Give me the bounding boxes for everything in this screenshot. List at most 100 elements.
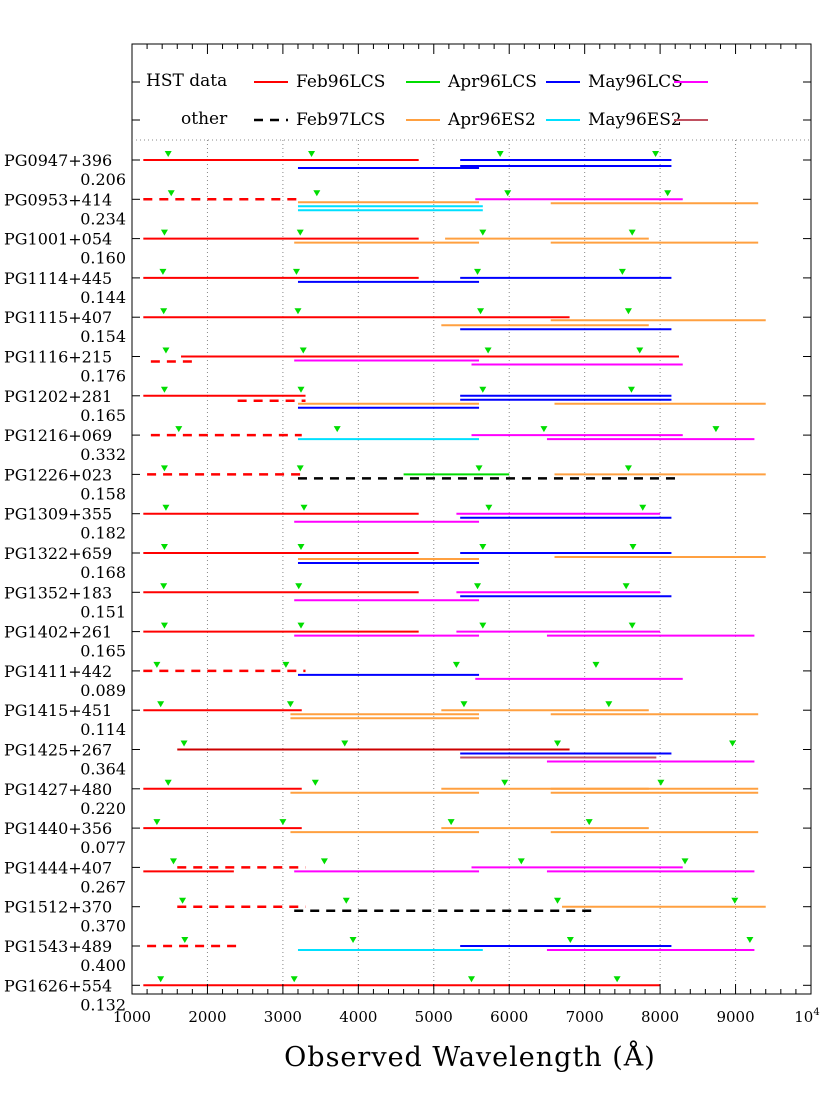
object-name: PG1322+659 <box>4 544 112 563</box>
marker-triangle <box>657 779 665 786</box>
x-tick-label: 6000 <box>490 1008 528 1026</box>
object-redshift: 0.267 <box>80 877 126 896</box>
marker-triangle <box>628 229 636 236</box>
marker-triangle <box>153 819 161 826</box>
object-redshift: 0.158 <box>80 484 126 503</box>
marker-triangle <box>160 229 168 236</box>
marker-triangle <box>286 701 294 708</box>
marker-triangle <box>160 622 168 629</box>
marker-triangle <box>479 386 487 393</box>
marker-triangle <box>652 151 660 157</box>
marker-triangle <box>517 858 525 865</box>
x-tick-label: 7000 <box>566 1008 604 1026</box>
marker-triangle <box>474 268 482 275</box>
object-name: PG1440+356 <box>4 819 112 838</box>
object-redshift: 0.077 <box>80 838 126 857</box>
x-tick-label: 5000 <box>415 1008 453 1026</box>
marker-triangle <box>333 426 341 433</box>
object-name: PG1309+355 <box>4 505 112 524</box>
object-redshift: 0.165 <box>80 406 126 425</box>
object-name: PG1444+407 <box>4 858 112 877</box>
marker-triangle <box>479 544 487 550</box>
x-tick-label: 4000 <box>339 1008 377 1026</box>
marker-triangle <box>622 583 630 590</box>
object-name: PG1001+054 <box>4 230 112 249</box>
legend-row1-label: HST data <box>146 71 227 91</box>
object-redshift: 0.089 <box>80 681 126 700</box>
legend-label: May96LCS <box>588 72 683 92</box>
object-redshift: 0.206 <box>80 170 126 189</box>
object-redshift: 0.144 <box>80 288 126 307</box>
object-name: PG1543+489 <box>4 937 112 956</box>
marker-triangle <box>540 426 548 433</box>
marker-triangle <box>474 583 482 590</box>
object-name: PG1116+215 <box>4 348 112 367</box>
marker-triangle <box>664 190 672 197</box>
marker-triangle <box>341 740 349 747</box>
legend-label: Apr96ES2 <box>447 110 536 130</box>
legend-label: May96ES2 <box>588 110 682 130</box>
marker-triangle <box>292 268 300 275</box>
marker-triangle <box>282 661 290 668</box>
marker-triangle <box>313 190 321 197</box>
marker-triangle <box>167 190 175 197</box>
marker-triangle <box>681 858 689 865</box>
object-redshift: 0.114 <box>80 720 126 739</box>
x-tick-label: 3000 <box>264 1008 302 1026</box>
marker-triangle <box>613 976 621 983</box>
marker-triangle <box>746 937 754 943</box>
marker-triangle <box>296 229 304 236</box>
marker-triangle <box>169 858 177 865</box>
object-name: PG1226+023 <box>4 465 112 484</box>
marker-triangle <box>160 544 168 550</box>
marker-triangle <box>627 386 635 393</box>
x-axis: 1000 2000 3000 4000 5000 6000 7000 8000 9000 104 <box>113 44 820 1026</box>
object-redshift: 0.165 <box>80 642 126 661</box>
object-redshift: 0.151 <box>80 602 126 621</box>
object-redshift: 0.160 <box>80 249 126 268</box>
marker-triangle <box>566 937 574 943</box>
object-redshift: 0.400 <box>80 956 126 975</box>
x-tick-label-base: 10 <box>794 1008 813 1026</box>
marker-triangle <box>320 858 328 865</box>
marker-triangle <box>479 622 487 629</box>
legend-label: Feb97LCS <box>296 110 385 130</box>
plot-frame <box>131 43 812 995</box>
marker-triangle <box>279 819 287 826</box>
object-redshift: 0.176 <box>80 367 126 386</box>
marker-triangle <box>712 426 720 433</box>
marker-triangle <box>636 347 644 354</box>
marker-triangle <box>349 937 357 943</box>
marker-triangle <box>475 465 483 472</box>
object-name: PG1427+480 <box>4 780 112 799</box>
marker-triangle <box>504 190 512 197</box>
marker-triangle <box>297 622 305 629</box>
object-name: PG1202+281 <box>4 387 112 406</box>
marker-triangle <box>447 819 455 826</box>
marker-triangle <box>153 661 161 668</box>
marker-triangle <box>624 308 632 315</box>
marker-triangle <box>296 465 304 472</box>
marker-triangle <box>554 740 562 747</box>
object-name: PG1115+407 <box>4 308 112 327</box>
marker-triangle <box>179 897 187 904</box>
marker-triangle <box>157 701 165 708</box>
object-name: PG1425+267 <box>4 741 112 760</box>
marker-triangle <box>162 347 170 354</box>
marker-triangle <box>159 268 167 275</box>
grid <box>206 140 737 994</box>
object-name: PG1512+370 <box>4 898 112 917</box>
marker-triangle <box>485 504 493 511</box>
marker-triangle <box>605 701 613 708</box>
object-name: PG1415+451 <box>4 701 112 720</box>
x-axis-label: Observed Wavelength (Å) <box>284 1040 656 1073</box>
marker-triangle <box>496 151 504 157</box>
marker-triangle <box>729 740 737 747</box>
marker-triangle <box>628 622 636 629</box>
marker-triangle <box>585 819 593 826</box>
marker-triangle <box>639 504 647 511</box>
legend: HST data other Feb96LCS Apr96LCS May96LCS F… <box>146 71 708 130</box>
marker-triangle <box>160 465 168 472</box>
object-name: PG1352+183 <box>4 583 112 602</box>
